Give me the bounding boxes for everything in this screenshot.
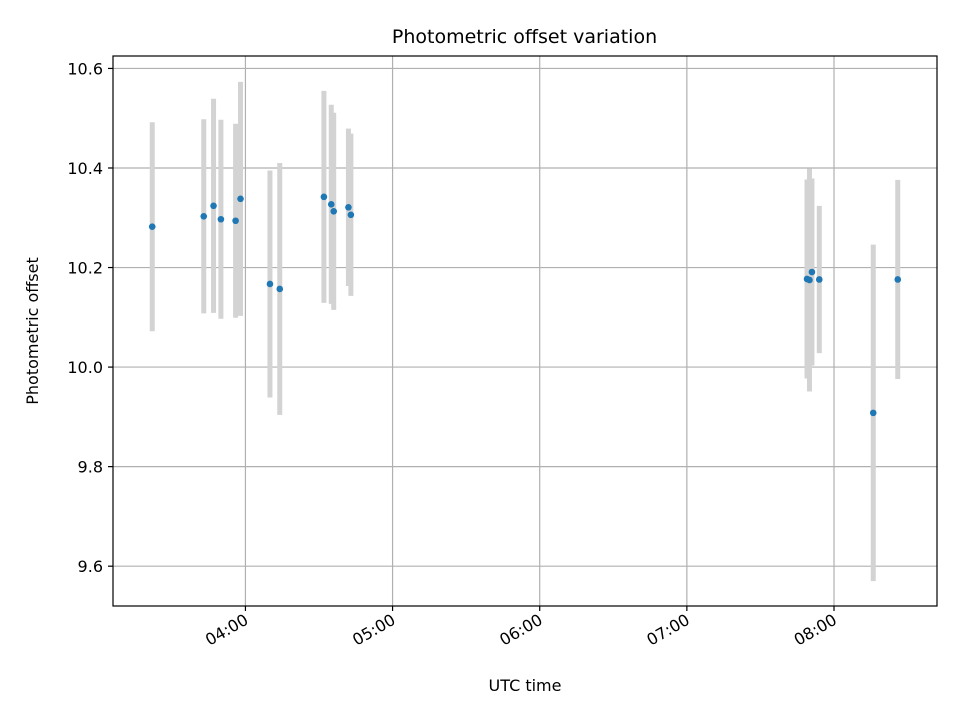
- grid-layer: [113, 56, 937, 606]
- point-layer: [148, 193, 902, 417]
- plot-frame: [112, 55, 938, 607]
- data-point: [894, 276, 902, 283]
- data-point: [276, 285, 284, 293]
- y-tick-layer: 9.6 9.8 10.0 10.2 10.4 10.6: [67, 59, 113, 576]
- data-point: [347, 211, 355, 219]
- data-point: [237, 195, 244, 203]
- data-point: [210, 202, 217, 210]
- y-tick-label: 10.0: [67, 358, 103, 377]
- data-point: [806, 276, 813, 284]
- y-tick-label: 9.6: [78, 557, 103, 576]
- y-tick-label: 10.2: [67, 259, 103, 278]
- y-tick-label: 10.6: [67, 59, 103, 78]
- data-point: [232, 217, 239, 225]
- data-point: [217, 215, 225, 223]
- data-point: [327, 201, 335, 208]
- x-axis-label: UTC time: [489, 676, 562, 695]
- data-point: [266, 280, 274, 288]
- y-tick-label: 9.8: [78, 458, 103, 477]
- y-axis-label: Photometric offset: [23, 257, 42, 405]
- data-point: [815, 276, 823, 283]
- data-point: [345, 204, 352, 211]
- data-point: [200, 212, 208, 220]
- data-point: [808, 268, 816, 276]
- data-point: [330, 207, 338, 215]
- data-point: [869, 409, 877, 417]
- data-point: [148, 223, 156, 231]
- y-tick-label: 10.4: [67, 159, 103, 178]
- chart-title: Photometric offset variation: [392, 26, 657, 48]
- data-point: [320, 193, 328, 201]
